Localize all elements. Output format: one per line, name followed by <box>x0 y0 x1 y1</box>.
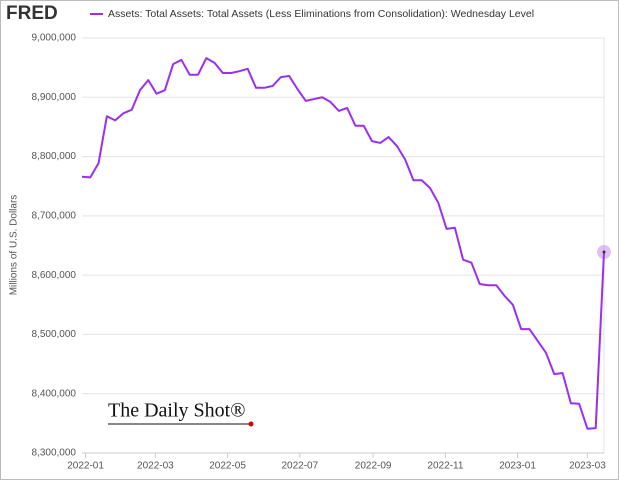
y-axis-label: Millions of U.S. Dollars <box>9 195 20 296</box>
y-tick-label: 8,800,000 <box>32 151 77 162</box>
x-tick-label: 2022-03 <box>137 461 174 472</box>
y-tick-label: 9,000,000 <box>32 33 77 44</box>
y-tick-label: 8,400,000 <box>32 388 77 399</box>
x-tick-label: 2023-03 <box>569 461 606 472</box>
y-tick-label: 8,900,000 <box>32 92 77 103</box>
legend-label: Assets: Total Assets: Total Assets (Less… <box>108 8 534 20</box>
y-tick-label: 8,700,000 <box>32 210 77 221</box>
x-tick-label: 2022-11 <box>427 461 463 472</box>
x-tick-label: 2023-01 <box>499 461 536 472</box>
x-tick-label: 2022-09 <box>355 461 392 472</box>
x-tick-label: 2022-01 <box>67 461 104 472</box>
logo: FRED <box>6 3 58 24</box>
last-point <box>602 250 606 254</box>
y-tick-label: 8,300,000 <box>32 448 77 459</box>
x-tick-label: 2022-05 <box>209 461 246 472</box>
watermark-dot <box>248 421 254 427</box>
y-tick-label: 8,500,000 <box>32 329 77 340</box>
x-tick-label: 2022-07 <box>281 461 318 472</box>
series-line <box>81 57 605 430</box>
watermark: The Daily Shot® <box>108 400 245 422</box>
y-tick-label: 8,600,000 <box>32 270 77 281</box>
